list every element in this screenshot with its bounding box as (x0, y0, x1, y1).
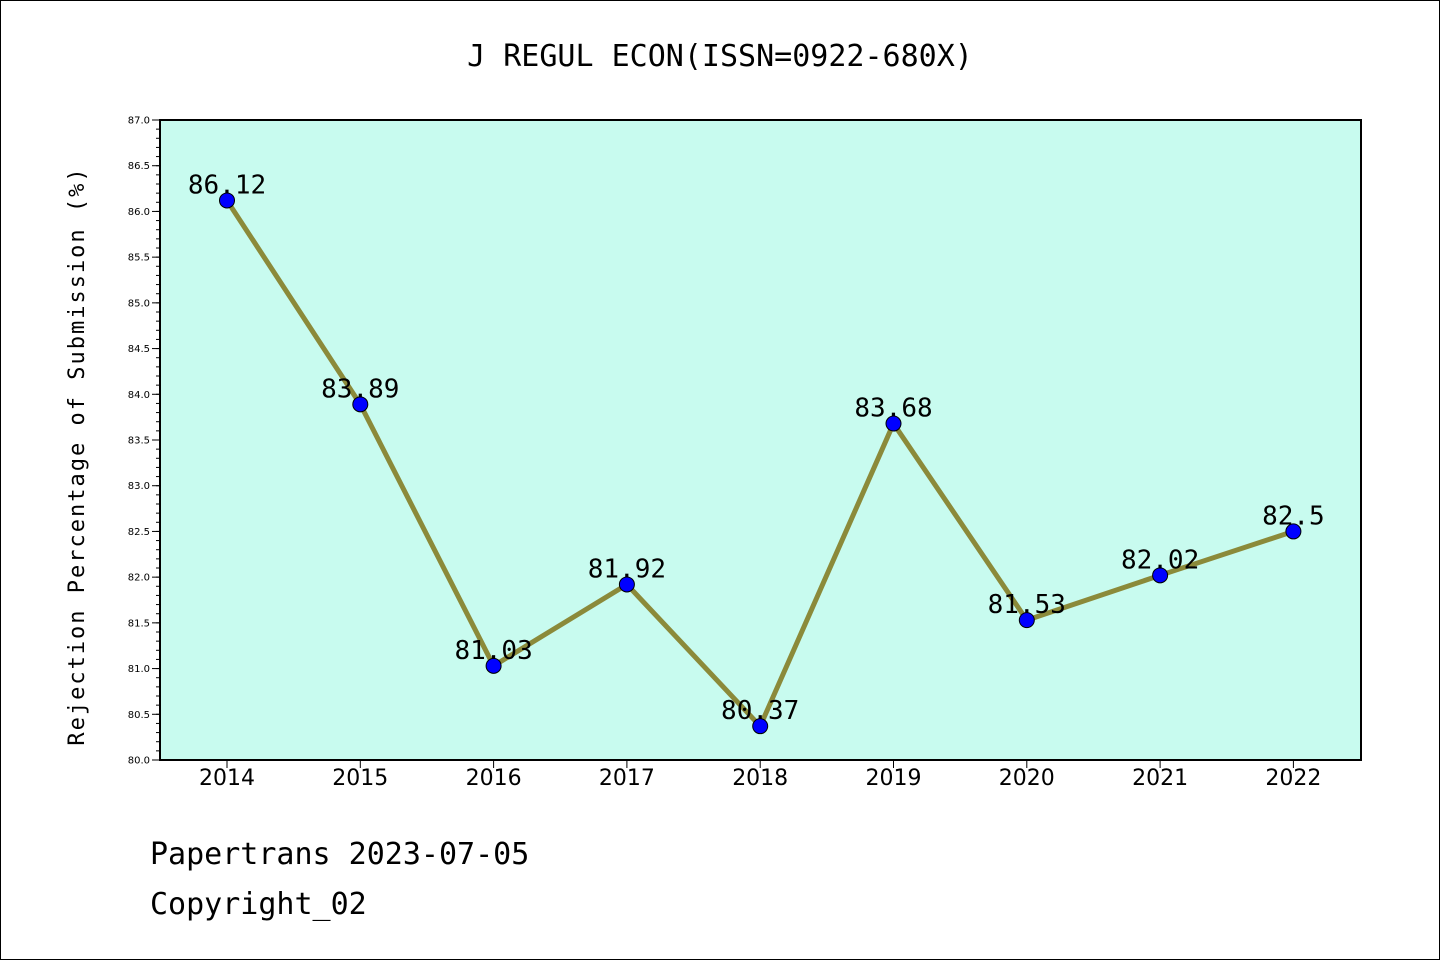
y-tick-label: 84.0 (128, 390, 150, 401)
y-tick-label: 80.5 (128, 710, 150, 721)
x-tick-label: 2020 (999, 766, 1055, 791)
x-tick-label: 2017 (599, 766, 655, 791)
chart-title: J REGUL ECON(ISSN=0922-680X) (467, 39, 973, 74)
data-point (1285, 523, 1302, 540)
x-tick-label: 2018 (732, 766, 788, 791)
y-tick-label: 81.0 (128, 664, 150, 675)
y-tick-label: 82.0 (128, 573, 150, 584)
footer-date: Papertrans 2023-07-05 (150, 837, 529, 872)
series-rejection-rate: 86.12 83.89 81.03 81.92 80.37 83.68 81.53 82.02… (188, 170, 1325, 735)
data-label: 81.92 (588, 554, 666, 584)
plot-area (159, 119, 1362, 761)
y-tick-label: 86.5 (128, 161, 150, 172)
data-point (885, 415, 902, 432)
y-tick-label: 80.0 (128, 756, 150, 767)
data-point (618, 576, 635, 593)
x-tick-label: 2014 (199, 766, 255, 791)
x-tick-label: 2021 (1132, 766, 1188, 791)
y-tick-label: 84.5 (128, 344, 150, 355)
data-point (1152, 567, 1169, 584)
y-tick-label: 83.0 (128, 481, 150, 492)
data-label: 81.53 (988, 590, 1066, 620)
x-tick-label: 2022 (1265, 766, 1321, 791)
y-tick-label: 86.0 (128, 207, 150, 218)
y-tick-label: 83.5 (128, 436, 150, 447)
data-label: 80.37 (721, 696, 799, 726)
x-axis: 2014 2015 2016 2017 2018 2019 2020 2021 2022 (199, 760, 1321, 791)
data-point (219, 192, 235, 209)
y-axis: 80.0 80.5 81.0 81.5 82.0 82.5 83.0 83.5 84.0 84.5… (128, 116, 160, 767)
x-tick-label: 2019 (866, 766, 922, 791)
data-label: 83.89 (321, 374, 399, 404)
data-label: 82.02 (1121, 545, 1199, 575)
data-point (352, 396, 369, 413)
y-tick-label: 81.5 (128, 618, 150, 629)
data-label: 83.68 (854, 394, 932, 424)
x-tick-label: 2016 (466, 766, 522, 791)
y-tick-label: 82.5 (128, 527, 150, 538)
y-axis-label: Rejection Percentage of Submission (%) (65, 166, 90, 745)
y-tick-label: 85.5 (128, 253, 150, 264)
data-label: 86.12 (188, 170, 266, 200)
data-point (1018, 612, 1035, 629)
footer-copyright: Copyright_02 (150, 887, 367, 922)
data-point (752, 718, 769, 735)
data-label: 81.03 (454, 636, 532, 666)
y-tick-label: 85.0 (128, 298, 150, 309)
data-label: 82.5 (1262, 501, 1325, 531)
data-point (485, 657, 502, 674)
y-tick-label: 87.0 (128, 116, 150, 127)
x-tick-label: 2015 (332, 766, 388, 791)
